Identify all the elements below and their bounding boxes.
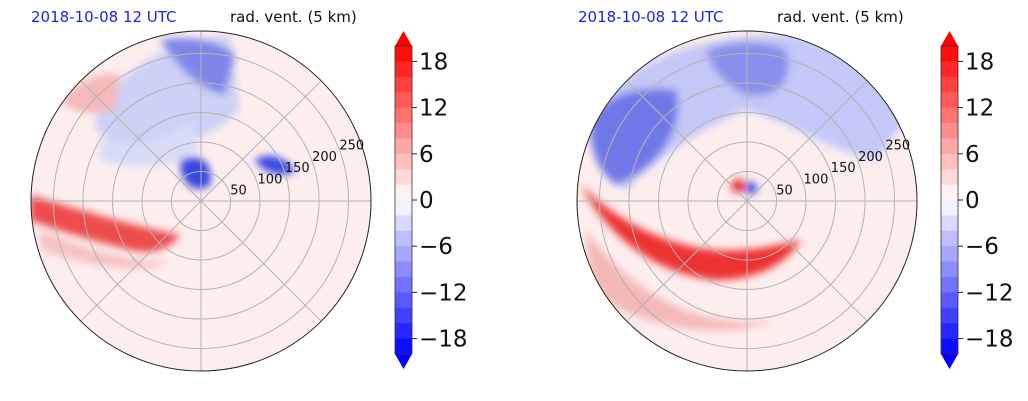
colorbar-segment xyxy=(395,107,412,124)
colorbar-tick-label: −18 xyxy=(965,327,1014,353)
panel-left-field-title: rad. vent. (5 km) xyxy=(230,8,357,26)
positive-region xyxy=(40,230,170,269)
colorbar-segment xyxy=(941,307,958,324)
azimuth-spoke xyxy=(746,200,868,322)
panel-left-time-title: 2018-10-08 12 UTC xyxy=(31,8,177,26)
colorbar-segment xyxy=(395,169,412,186)
colorbar-segment xyxy=(941,230,958,247)
colorbar-extend-max xyxy=(395,31,412,46)
range-ring-label: 100 xyxy=(804,172,829,187)
colorbar-tick-label: −12 xyxy=(965,280,1014,306)
colorbar-segment xyxy=(941,123,958,139)
colorbar-segment xyxy=(395,261,412,278)
positive-region xyxy=(586,230,776,331)
panel-right-field-title: rad. vent. (5 km) xyxy=(777,8,904,26)
chart-panel-right: 2018-10-08 12 UTC rad. vent. (5 km) 50 10… xyxy=(546,0,1028,401)
range-ring-label: 50 xyxy=(230,184,247,199)
plot-border xyxy=(576,30,918,372)
colorbar-segment xyxy=(941,138,958,155)
negative-region xyxy=(590,88,678,185)
colorbar-segment xyxy=(395,61,412,78)
colorbar-segment xyxy=(395,123,412,139)
negative-region xyxy=(160,38,235,95)
colorbar-segment xyxy=(941,246,958,263)
colorbar-segment xyxy=(395,338,412,355)
colorbar-tick-label: 0 xyxy=(419,188,434,214)
colorbar-segment xyxy=(395,277,412,293)
colorbar-segment xyxy=(395,292,412,309)
colorbar-segment xyxy=(395,138,412,155)
colorbar-segment xyxy=(395,92,412,109)
colorbar-segment xyxy=(941,46,958,62)
colorbar-segment xyxy=(395,184,412,201)
colorbar-segment xyxy=(395,323,412,340)
colorbar-extend-min xyxy=(941,354,958,369)
colorbar-segment xyxy=(941,107,958,124)
range-ring-label: 250 xyxy=(885,139,910,154)
azimuth-spoke xyxy=(80,200,202,322)
colorbar-segment xyxy=(395,246,412,263)
range-ring-label: 200 xyxy=(312,150,337,165)
range-ring-label: 50 xyxy=(776,184,793,199)
colorbar-segment xyxy=(941,169,958,186)
colorbar-segment xyxy=(941,153,958,170)
colorbar-segment xyxy=(941,92,958,109)
colorbar-tick-label: 6 xyxy=(419,142,434,168)
azimuth-spoke xyxy=(746,80,868,202)
panel-right-time-title: 2018-10-08 12 UTC xyxy=(578,8,724,26)
colorbar-tick-label: −6 xyxy=(419,234,453,260)
colorbar-segment xyxy=(941,61,958,78)
negative-region xyxy=(745,182,757,194)
azimuth-spoke xyxy=(200,200,322,322)
range-ring-label: 150 xyxy=(831,161,856,176)
colorbar-segment xyxy=(395,200,412,216)
range-ring-label: 250 xyxy=(339,139,364,154)
colorbar-segment xyxy=(941,215,958,232)
positive-region xyxy=(731,179,745,193)
colorbar-segment xyxy=(395,76,412,93)
azimuth-spoke xyxy=(626,80,748,202)
range-ring-label: 100 xyxy=(258,172,283,187)
colorbar-tick-label: 6 xyxy=(965,142,980,168)
colorbar-segment xyxy=(395,153,412,170)
azimuth-spoke xyxy=(200,80,322,202)
colorbar-extend-max xyxy=(941,31,958,46)
colorbar-tick-label: 12 xyxy=(965,96,994,122)
colorbar-extend-min xyxy=(395,354,412,369)
colorbar-segment xyxy=(941,338,958,355)
colorbar-segment xyxy=(941,277,958,293)
positive-region xyxy=(31,195,180,252)
colorbar-segment xyxy=(941,200,958,216)
colorbar-tick-label: −12 xyxy=(419,280,468,306)
colorbar-segment xyxy=(941,292,958,309)
positive-region xyxy=(60,73,120,113)
colorbar-segment xyxy=(395,215,412,232)
colorbar-tick-label: 18 xyxy=(965,49,994,75)
colorbar-segment xyxy=(941,184,958,201)
negative-region xyxy=(586,35,906,190)
colorbar-segment xyxy=(395,307,412,324)
azimuth-spoke xyxy=(80,80,202,202)
colorbar-tick-label: 0 xyxy=(965,188,980,214)
azimuth-spoke xyxy=(626,200,748,322)
chart-panel-left: 2018-10-08 12 UTC rad. vent. (5 km) 50 10… xyxy=(30,8,468,372)
positive-region xyxy=(581,185,801,280)
range-ring-label: 150 xyxy=(285,161,310,176)
colorbar-segment xyxy=(941,323,958,340)
colorbar-segment xyxy=(941,76,958,93)
range-ring-label: 200 xyxy=(858,150,883,165)
plot-border xyxy=(30,30,372,372)
colorbar-tick-label: −6 xyxy=(965,234,999,260)
colorbar-tick-label: 18 xyxy=(419,49,448,75)
colorbar-tick-label: 12 xyxy=(419,96,448,122)
negative-region xyxy=(255,155,295,175)
negative-region xyxy=(180,156,211,189)
colorbar-segment xyxy=(941,261,958,278)
colorbar-tick-label: −18 xyxy=(419,327,468,353)
colorbar-segment xyxy=(395,46,412,62)
colorbar-segment xyxy=(395,230,412,247)
